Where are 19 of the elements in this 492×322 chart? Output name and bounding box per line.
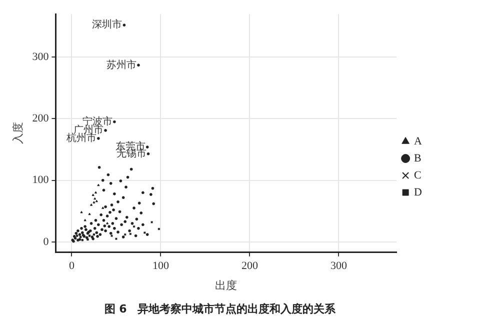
x-axis-title: 出度 xyxy=(215,279,238,292)
legend-label: C xyxy=(414,169,422,182)
y-tick-label: 200 xyxy=(32,112,50,125)
legend-label: D xyxy=(414,186,422,198)
x-tick-label: 300 xyxy=(330,260,348,272)
text: 图 6 异地考察中城市节点的出度和入度的关系 xyxy=(104,302,337,316)
annotation: 深圳市 xyxy=(92,18,122,31)
y-tick-label: 100 xyxy=(32,174,50,186)
x-tick-label: 100 xyxy=(152,260,170,272)
y-tick-label: 0 xyxy=(43,236,50,248)
y-axis-title: 入度 xyxy=(11,122,24,144)
y-tick-label: 300 xyxy=(32,51,50,64)
legend-label: B xyxy=(414,152,422,164)
annotation: 苏州市 xyxy=(106,58,136,71)
annotation: 宁波市 xyxy=(82,115,112,128)
annotation: 杭州市 xyxy=(65,132,96,144)
legend-label: A xyxy=(414,135,422,148)
x-tick-label: 0 xyxy=(68,260,75,272)
x-tick-label: 200 xyxy=(241,260,258,272)
